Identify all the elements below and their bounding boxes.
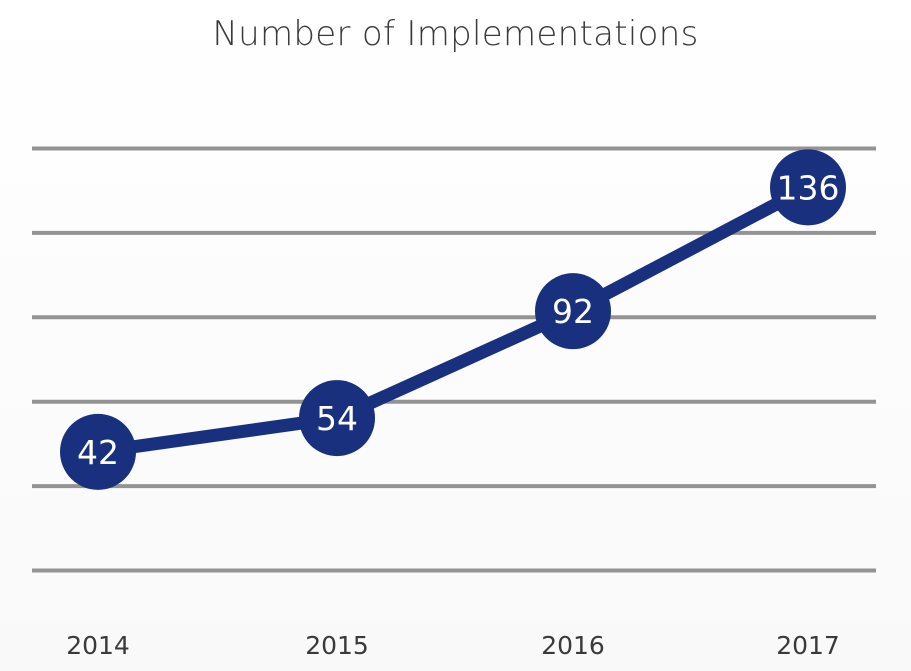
x-tick-label: 2016 <box>541 631 605 660</box>
series-line-layer <box>91 180 815 459</box>
x-tick-label: 2017 <box>776 631 840 660</box>
data-point-marker <box>60 413 136 490</box>
x-tick-label: 2014 <box>66 631 130 660</box>
x-axis-tick-labels: 2014 2015 2016 2017 <box>66 631 840 660</box>
series-line <box>91 180 815 459</box>
data-point-marker <box>535 273 611 350</box>
data-point-marker <box>299 380 375 457</box>
data-label: 92 <box>552 292 594 331</box>
data-label: 136 <box>777 168 840 207</box>
data-label: 54 <box>316 399 358 438</box>
gridlines <box>32 146 876 573</box>
x-tick-label: 2015 <box>305 631 369 660</box>
data-point-marker <box>770 149 846 226</box>
chart-title: Number of Implementations <box>212 14 699 54</box>
data-label: 42 <box>77 433 119 472</box>
data-markers: 42 54 92 136 <box>60 149 846 490</box>
